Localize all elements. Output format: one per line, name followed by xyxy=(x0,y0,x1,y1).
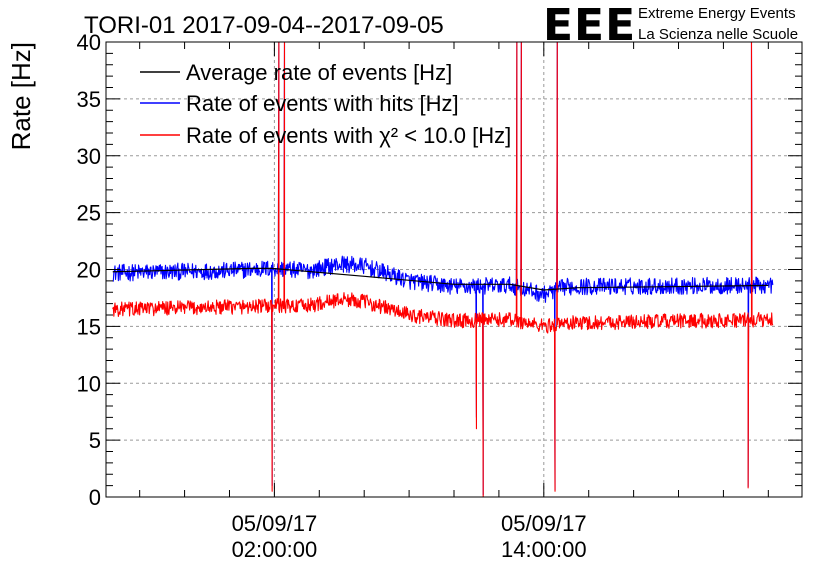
x-tick-label-time: 14:00:00 xyxy=(501,537,587,562)
series-layer xyxy=(112,42,774,497)
legend: Average rate of events [Hz] Rate of event… xyxy=(140,60,511,148)
x-tick-label-date: 05/09/17 xyxy=(501,511,587,536)
x-tick-label-date: 05/09/17 xyxy=(232,511,318,536)
chart-title: TORI-01 2017-09-04--2017-09-05 xyxy=(84,12,444,39)
series-line-hits xyxy=(112,42,774,496)
y-tick-label: 25 xyxy=(77,201,101,226)
y-tick-label: 15 xyxy=(77,314,101,339)
logo-line-1: Extreme Energy Events xyxy=(638,5,796,22)
y-tick-label: 10 xyxy=(77,371,101,396)
y-tick-label: 40 xyxy=(77,30,101,55)
y-tick-label: 30 xyxy=(77,144,101,169)
logo-line-2: La Scienza nelle Scuole xyxy=(638,26,798,43)
y-tick-label: 20 xyxy=(77,258,101,283)
legend-label-hits: Rate of events with hits [Hz] xyxy=(186,91,459,116)
legend-label-average: Average rate of events [Hz] xyxy=(186,60,452,85)
y-tick-label: 35 xyxy=(77,87,101,112)
legend-label-chi2: Rate of events with χ² < 10.0 [Hz] xyxy=(186,123,511,148)
axis-ticks: 051015202530354005/09/1702:00:0005/09/17… xyxy=(77,30,802,562)
series-line-average xyxy=(112,267,769,291)
y-tick-label: 0 xyxy=(89,485,101,510)
y-axis-label: Rate [Hz] xyxy=(6,42,36,150)
y-tick-label: 5 xyxy=(89,428,101,453)
series-line-chi2 xyxy=(112,42,774,497)
x-tick-label-time: 02:00:00 xyxy=(232,537,318,562)
